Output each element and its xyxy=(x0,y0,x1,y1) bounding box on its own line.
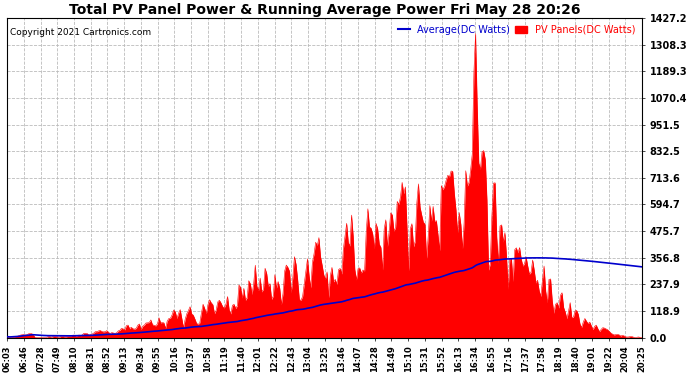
Legend: Average(DC Watts), PV Panels(DC Watts): Average(DC Watts), PV Panels(DC Watts) xyxy=(396,23,637,37)
Text: Copyright 2021 Cartronics.com: Copyright 2021 Cartronics.com xyxy=(10,27,152,36)
Title: Total PV Panel Power & Running Average Power Fri May 28 20:26: Total PV Panel Power & Running Average P… xyxy=(69,3,580,17)
